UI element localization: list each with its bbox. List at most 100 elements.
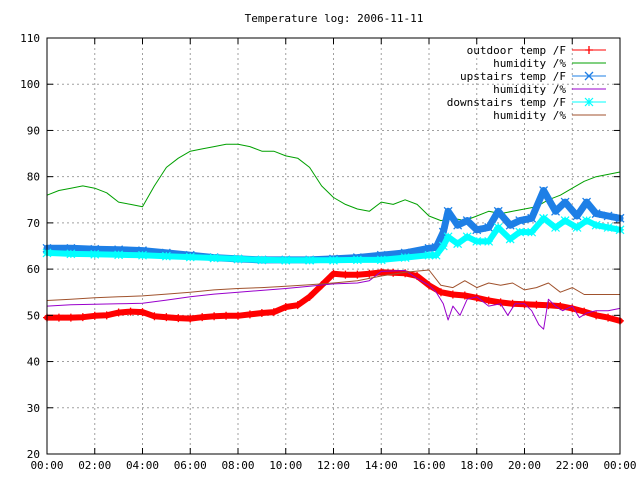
series-marker	[443, 206, 453, 216]
series-marker	[453, 239, 463, 249]
series-marker	[515, 216, 525, 226]
series-marker	[453, 220, 463, 230]
series-2	[46, 143, 621, 222]
series-marker	[493, 223, 503, 232]
y-tick-label: 90	[27, 124, 40, 137]
y-tick-label: 20	[27, 448, 40, 461]
series-marker	[539, 186, 549, 195]
series-marker	[341, 270, 350, 279]
series-marker	[186, 314, 195, 323]
legend-entry: outdoor temp /F	[467, 44, 606, 57]
series-marker	[305, 292, 314, 301]
legend-entry: upstairs temp /F	[460, 70, 606, 83]
series-marker	[365, 269, 374, 278]
legend-entry: downstairs temp /F	[447, 96, 606, 109]
series-line	[46, 143, 621, 222]
series-marker	[102, 311, 111, 320]
series-marker	[281, 255, 291, 265]
series-marker	[462, 216, 472, 226]
series-6	[46, 269, 621, 301]
series-marker	[400, 253, 410, 262]
series-marker	[539, 213, 549, 223]
y-tick-label: 80	[27, 171, 40, 184]
series-marker	[198, 313, 207, 322]
series-marker	[484, 223, 494, 232]
legend-label: outdoor temp /F	[467, 44, 566, 57]
series-marker	[572, 211, 582, 221]
series-marker	[174, 314, 183, 323]
series-marker	[210, 312, 219, 321]
series-marker	[572, 223, 582, 232]
x-tick-label: 08:00	[221, 459, 254, 472]
series-line	[46, 269, 621, 301]
y-tick-label: 100	[20, 78, 40, 91]
series-marker	[551, 206, 560, 216]
series-marker	[515, 227, 525, 237]
series-4	[46, 270, 621, 330]
series-marker	[150, 312, 159, 321]
series-marker	[431, 250, 441, 260]
legend-label: downstairs temp /F	[447, 96, 566, 109]
series-marker	[329, 269, 338, 278]
y-tick-label: 40	[27, 356, 40, 369]
series-marker	[462, 232, 472, 242]
series-marker	[162, 313, 171, 322]
legend-label: humidity /%	[493, 57, 566, 70]
series-marker	[438, 241, 448, 251]
series-marker	[114, 308, 123, 317]
series-marker	[604, 313, 613, 322]
series-marker	[66, 249, 76, 259]
series-marker	[329, 255, 338, 265]
series-marker	[472, 225, 482, 235]
series-marker	[281, 303, 290, 312]
series-marker	[532, 300, 541, 309]
series-marker	[138, 250, 147, 260]
series-marker	[551, 223, 560, 232]
series-marker	[584, 71, 594, 81]
series-marker	[505, 234, 515, 244]
series-marker	[582, 216, 591, 226]
x-tick-label: 04:00	[126, 459, 159, 472]
series-marker	[185, 252, 195, 262]
x-tick-label: 16:00	[412, 459, 445, 472]
series-marker	[377, 268, 386, 277]
series-marker	[472, 236, 482, 246]
series-marker	[269, 308, 278, 317]
series-marker	[54, 313, 63, 322]
series-marker	[245, 310, 254, 319]
x-tick-label: 02:00	[78, 459, 111, 472]
x-tick-label: 12:00	[317, 459, 350, 472]
series-marker	[114, 250, 124, 260]
series-line	[46, 270, 621, 330]
series-marker	[233, 254, 243, 264]
series-marker	[460, 291, 469, 300]
series-marker	[389, 268, 398, 277]
series-marker	[584, 97, 594, 107]
series-marker	[484, 236, 494, 246]
series-marker	[484, 296, 493, 305]
series-marker	[66, 313, 75, 322]
x-tick-label: 00:00	[603, 459, 636, 472]
legend-label: upstairs temp /F	[460, 70, 566, 83]
legend-label: humidity /%	[493, 109, 566, 122]
x-tick-label: 00:00	[30, 459, 63, 472]
series-marker	[78, 313, 87, 322]
x-tick-label: 10:00	[269, 459, 302, 472]
series-marker	[424, 250, 434, 260]
legend-entry: humidity /%	[493, 83, 606, 96]
series-marker	[603, 211, 613, 221]
series-marker	[505, 220, 515, 230]
legend-entry: humidity /%	[493, 57, 606, 70]
series-marker	[293, 301, 302, 310]
x-tick-label: 18:00	[460, 459, 493, 472]
y-tick-label: 110	[20, 32, 40, 45]
series-marker	[443, 232, 453, 242]
x-tick-label: 22:00	[556, 459, 589, 472]
y-tick-label: 30	[27, 402, 40, 415]
series-marker	[161, 251, 171, 261]
y-tick-label: 50	[27, 309, 40, 322]
series-marker	[527, 213, 537, 223]
series-marker	[527, 227, 537, 237]
series-marker	[496, 298, 505, 307]
